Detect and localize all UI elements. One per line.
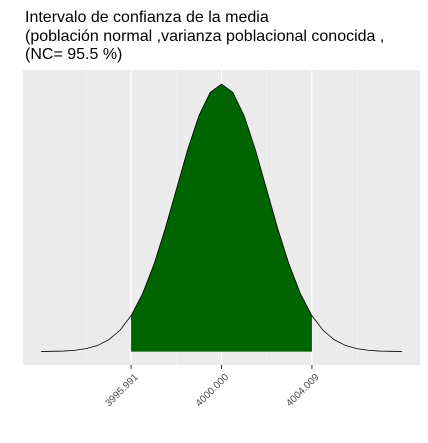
chart-title: (NC= 95.5 %) (25, 46, 122, 63)
density-line (41, 83, 402, 352)
x-tick-label: 4004.009 (284, 372, 322, 410)
shaded-area (131, 84, 312, 352)
x-tick-label: 3995.991 (103, 372, 141, 410)
chart-title: (población normal ,varianza poblacional … (25, 28, 384, 45)
x-tick-label: 4000.000 (194, 372, 232, 410)
chart-title: Intervalo de confianza de la media (25, 9, 269, 26)
